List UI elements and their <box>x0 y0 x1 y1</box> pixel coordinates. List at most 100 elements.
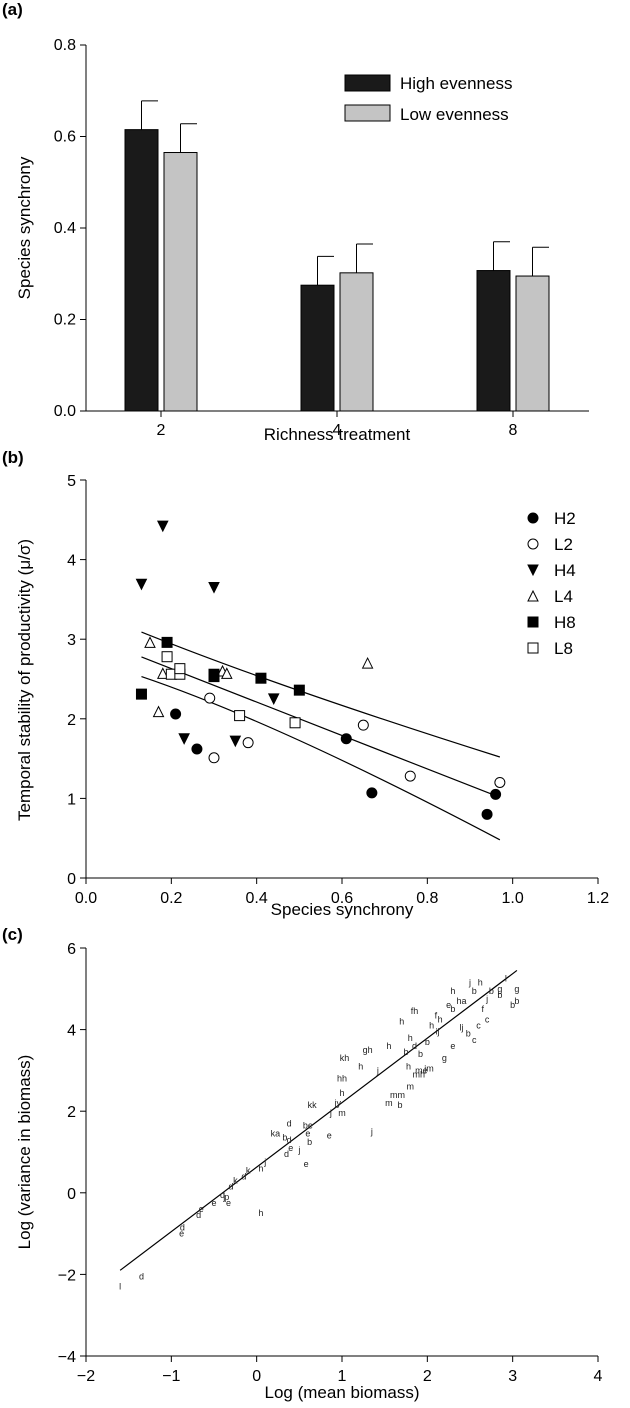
legend-label-h2: H2 <box>554 509 576 528</box>
legend-label-l4: L4 <box>554 587 573 606</box>
point-l4 <box>144 636 156 648</box>
panel-b-xtick-label: 0.2 <box>160 890 182 907</box>
panel-a-legend: High evenness Low evenness <box>344 74 512 124</box>
point-label: j <box>485 994 488 1004</box>
panel-a-ytick-label: 0.8 <box>54 37 76 54</box>
point-label: d <box>220 1190 225 1200</box>
point-label: h <box>438 1014 443 1024</box>
point-label: e <box>305 1129 310 1139</box>
panel-b-xtick-label: 0.6 <box>331 890 353 907</box>
point-label: d <box>139 1271 144 1281</box>
point-label: b <box>450 1004 455 1014</box>
point-l4 <box>152 705 165 718</box>
legend-marker-h8 <box>527 616 539 628</box>
point-h2 <box>340 733 352 745</box>
panel-b: (b) 0 1 2 3 4 5 0.0 0.2 0.4 0.6 0.8 1.0 1.2 Species… <box>2 448 609 919</box>
point-h4 <box>178 733 190 745</box>
point-label: j <box>468 978 471 988</box>
panel-c-xtick-label: 0 <box>252 1368 261 1385</box>
panel-b-ytick-label: 4 <box>67 553 76 570</box>
bar-high-evenness <box>300 284 335 412</box>
panel-b-xtick-label: 0.8 <box>416 890 438 907</box>
panel-c-xtick-label: −2 <box>77 1368 95 1385</box>
point-label: e <box>211 1198 216 1208</box>
point-label: jy <box>333 1098 341 1108</box>
panel-c-ytick-label: −2 <box>58 1267 76 1284</box>
panel-b-points <box>135 520 506 820</box>
panel-a-xtick-labels: 2 4 8 <box>157 422 518 439</box>
panel-c-label: (c) <box>2 925 23 944</box>
point-label: j <box>376 1065 379 1075</box>
point-label: gh <box>363 1045 373 1055</box>
legend-marker-h4 <box>527 564 539 577</box>
point-label: h <box>358 1061 363 1071</box>
point-h2 <box>366 787 378 799</box>
panel-c-ytick-label: 4 <box>67 1023 76 1040</box>
point-label: m <box>338 1108 346 1118</box>
panel-a-label: (a) <box>2 0 23 19</box>
legend-marker-l2 <box>527 538 539 550</box>
panel-a-gridlines <box>80 44 514 417</box>
panel-b-legend: H2 L2 H4 L4 H8 L8 <box>527 509 576 658</box>
point-label: d <box>287 1118 292 1128</box>
panel-c-ytick-label: 2 <box>67 1104 76 1121</box>
point-l8 <box>289 717 301 729</box>
legend-label-low-evenness: Low evenness <box>400 105 509 124</box>
point-h2 <box>170 708 182 720</box>
point-label: f <box>435 1010 438 1020</box>
panel-a-xtick-label: 4 <box>333 422 342 439</box>
point-label: d <box>412 1041 417 1051</box>
point-label: e <box>446 1000 451 1010</box>
point-label: d <box>284 1149 289 1159</box>
panel-c-xtick-label: 1 <box>338 1368 347 1385</box>
point-label: b <box>510 1000 515 1010</box>
panel-b-xtick-label: 0.0 <box>75 890 97 907</box>
point-label: kk <box>308 1100 318 1110</box>
point-label: b <box>307 1137 312 1147</box>
point-label: l <box>505 974 507 984</box>
point-label: d <box>287 1135 292 1145</box>
point-l2 <box>204 692 216 704</box>
point-label: ka <box>271 1129 281 1139</box>
point-l4 <box>156 667 169 679</box>
panel-b-y-axis-title: Temporal stability of productivity (μ/σ) <box>15 539 34 821</box>
legend-swatch-high-evenness <box>344 74 391 92</box>
regression-line <box>141 656 501 798</box>
point-h4 <box>229 735 242 748</box>
point-label: j <box>370 1127 373 1137</box>
point-label: l <box>119 1282 121 1292</box>
point-label: g <box>442 1053 447 1063</box>
point-l2 <box>242 737 254 749</box>
panel-b-xtick-label: 1.2 <box>587 890 609 907</box>
panel-a-ytick-label: 0.2 <box>54 312 76 329</box>
legend-label-high-evenness: High evenness <box>400 74 512 93</box>
point-h8 <box>255 672 267 684</box>
point-l4 <box>220 667 233 679</box>
bar-low-evenness <box>515 275 550 412</box>
point-label: k <box>233 1176 238 1186</box>
point-l8 <box>174 663 186 675</box>
point-l2 <box>404 770 416 782</box>
point-label: h <box>258 1163 263 1173</box>
point-label: kh <box>340 1053 350 1063</box>
point-l8 <box>161 651 173 663</box>
point-label: ha <box>456 996 466 1006</box>
point-label: b <box>466 1029 471 1039</box>
panel-b-label: (b) <box>2 448 24 467</box>
panel-a-xtick-label: 2 <box>157 422 166 439</box>
panel-c-x-axis-title: Log (mean biomass) <box>265 1383 420 1402</box>
point-label: d <box>196 1210 201 1220</box>
point-h8 <box>208 671 220 683</box>
legend-marker-l8 <box>527 642 539 654</box>
point-label: h <box>478 978 483 988</box>
point-label: be <box>303 1120 313 1130</box>
panel-c-ytick-label: 6 <box>67 941 76 958</box>
panel-b-xtick-labels: 0.0 0.2 0.4 0.6 0.8 1.0 1.2 <box>75 878 609 907</box>
point-label: e <box>199 1204 204 1214</box>
panel-c-ytick-label: −4 <box>58 1349 76 1366</box>
panel-b-ytick-label: 2 <box>67 712 76 729</box>
panel-c-xtick-label: 3 <box>508 1368 517 1385</box>
